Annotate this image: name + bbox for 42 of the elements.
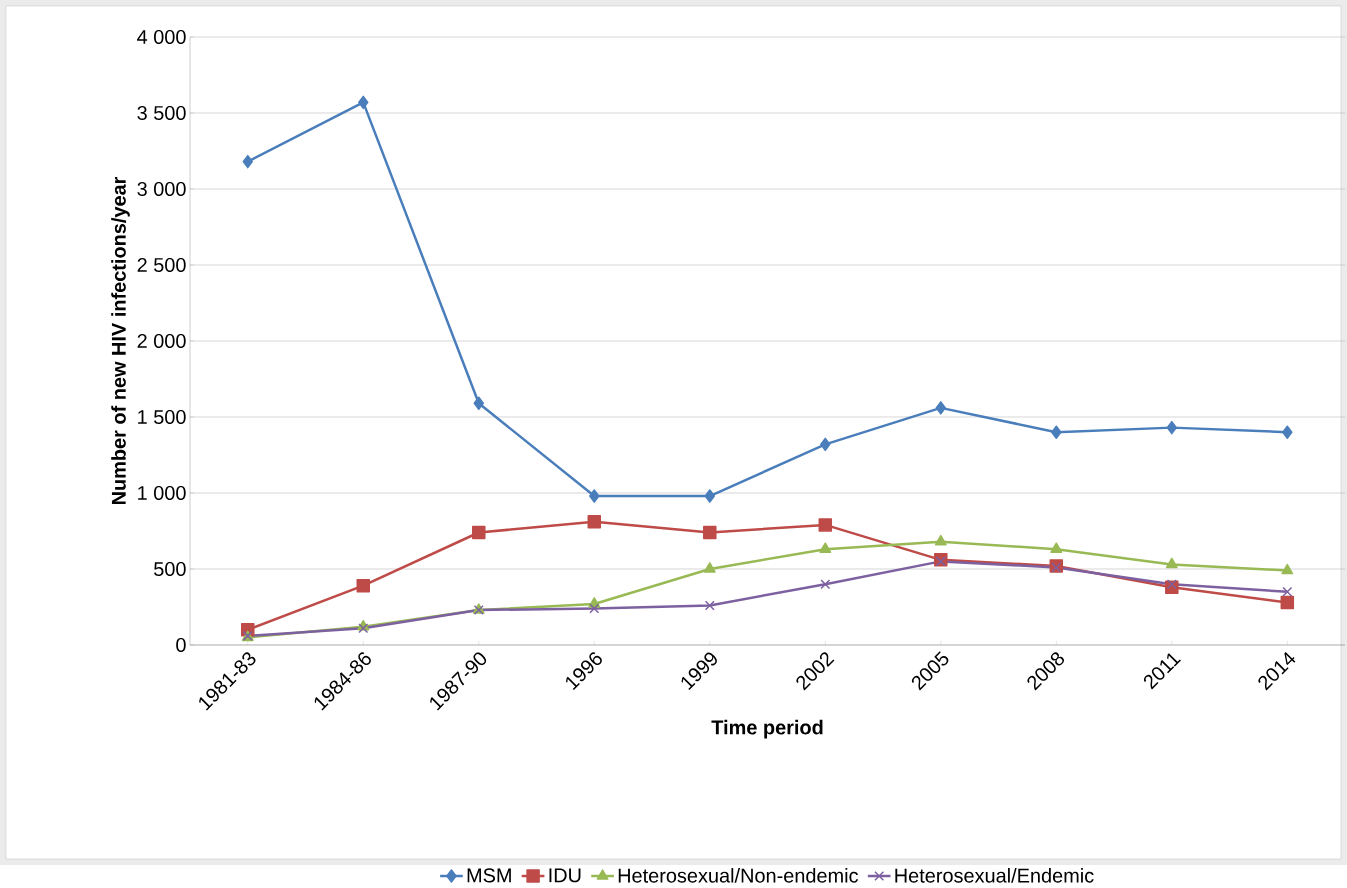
y-tick-label: 0 — [176, 637, 186, 653]
y-tick-label: 2 000 — [137, 333, 186, 349]
point — [472, 525, 486, 540]
point — [819, 542, 832, 553]
point — [242, 154, 254, 169]
legend-label: MSM — [467, 868, 511, 883]
point — [1165, 557, 1178, 569]
point — [1166, 579, 1177, 590]
point — [1166, 420, 1178, 435]
point — [1282, 586, 1293, 597]
point — [587, 515, 602, 529]
point — [589, 489, 600, 503]
y-tick-label: 500 — [154, 561, 186, 577]
point — [820, 437, 831, 452]
point — [1050, 542, 1063, 553]
y-tick-label: 4 000 — [137, 29, 186, 45]
y-tick-label: 3 500 — [137, 105, 186, 121]
point — [703, 562, 716, 573]
point — [1281, 563, 1294, 575]
point — [1280, 595, 1295, 610]
point — [589, 603, 600, 614]
point — [934, 534, 947, 546]
legend-label: Heterosexual/Endemic — [895, 868, 1094, 883]
x-axis-title: Time period — [711, 719, 823, 739]
y-tick-label: 3 000 — [137, 181, 186, 197]
point — [356, 578, 371, 593]
point — [704, 600, 715, 611]
y-axis-title: Number of new HIV infections/year — [111, 176, 130, 505]
point — [1282, 425, 1293, 439]
point — [703, 525, 717, 540]
point — [820, 579, 831, 590]
point — [473, 396, 485, 411]
y-tick-label: 1 500 — [138, 409, 186, 425]
point — [818, 518, 833, 532]
y-tick-label: 1 000 — [138, 485, 186, 501]
point — [358, 95, 369, 110]
point — [1051, 425, 1062, 439]
legend-label: Heterosexual/Non-endemic — [618, 868, 859, 883]
point — [935, 401, 947, 415]
y-tick-label: 2 500 — [137, 257, 186, 273]
point — [704, 489, 716, 503]
legend-label: IDU — [549, 868, 581, 883]
